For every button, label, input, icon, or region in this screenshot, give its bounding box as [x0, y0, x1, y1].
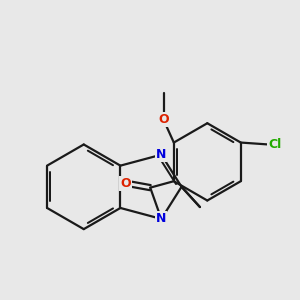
Text: N: N — [156, 148, 166, 161]
Text: O: O — [120, 178, 131, 190]
Text: N: N — [156, 212, 166, 225]
Text: methyl: methyl — [202, 203, 250, 217]
Text: Cl: Cl — [268, 138, 281, 151]
Text: O: O — [158, 113, 169, 126]
